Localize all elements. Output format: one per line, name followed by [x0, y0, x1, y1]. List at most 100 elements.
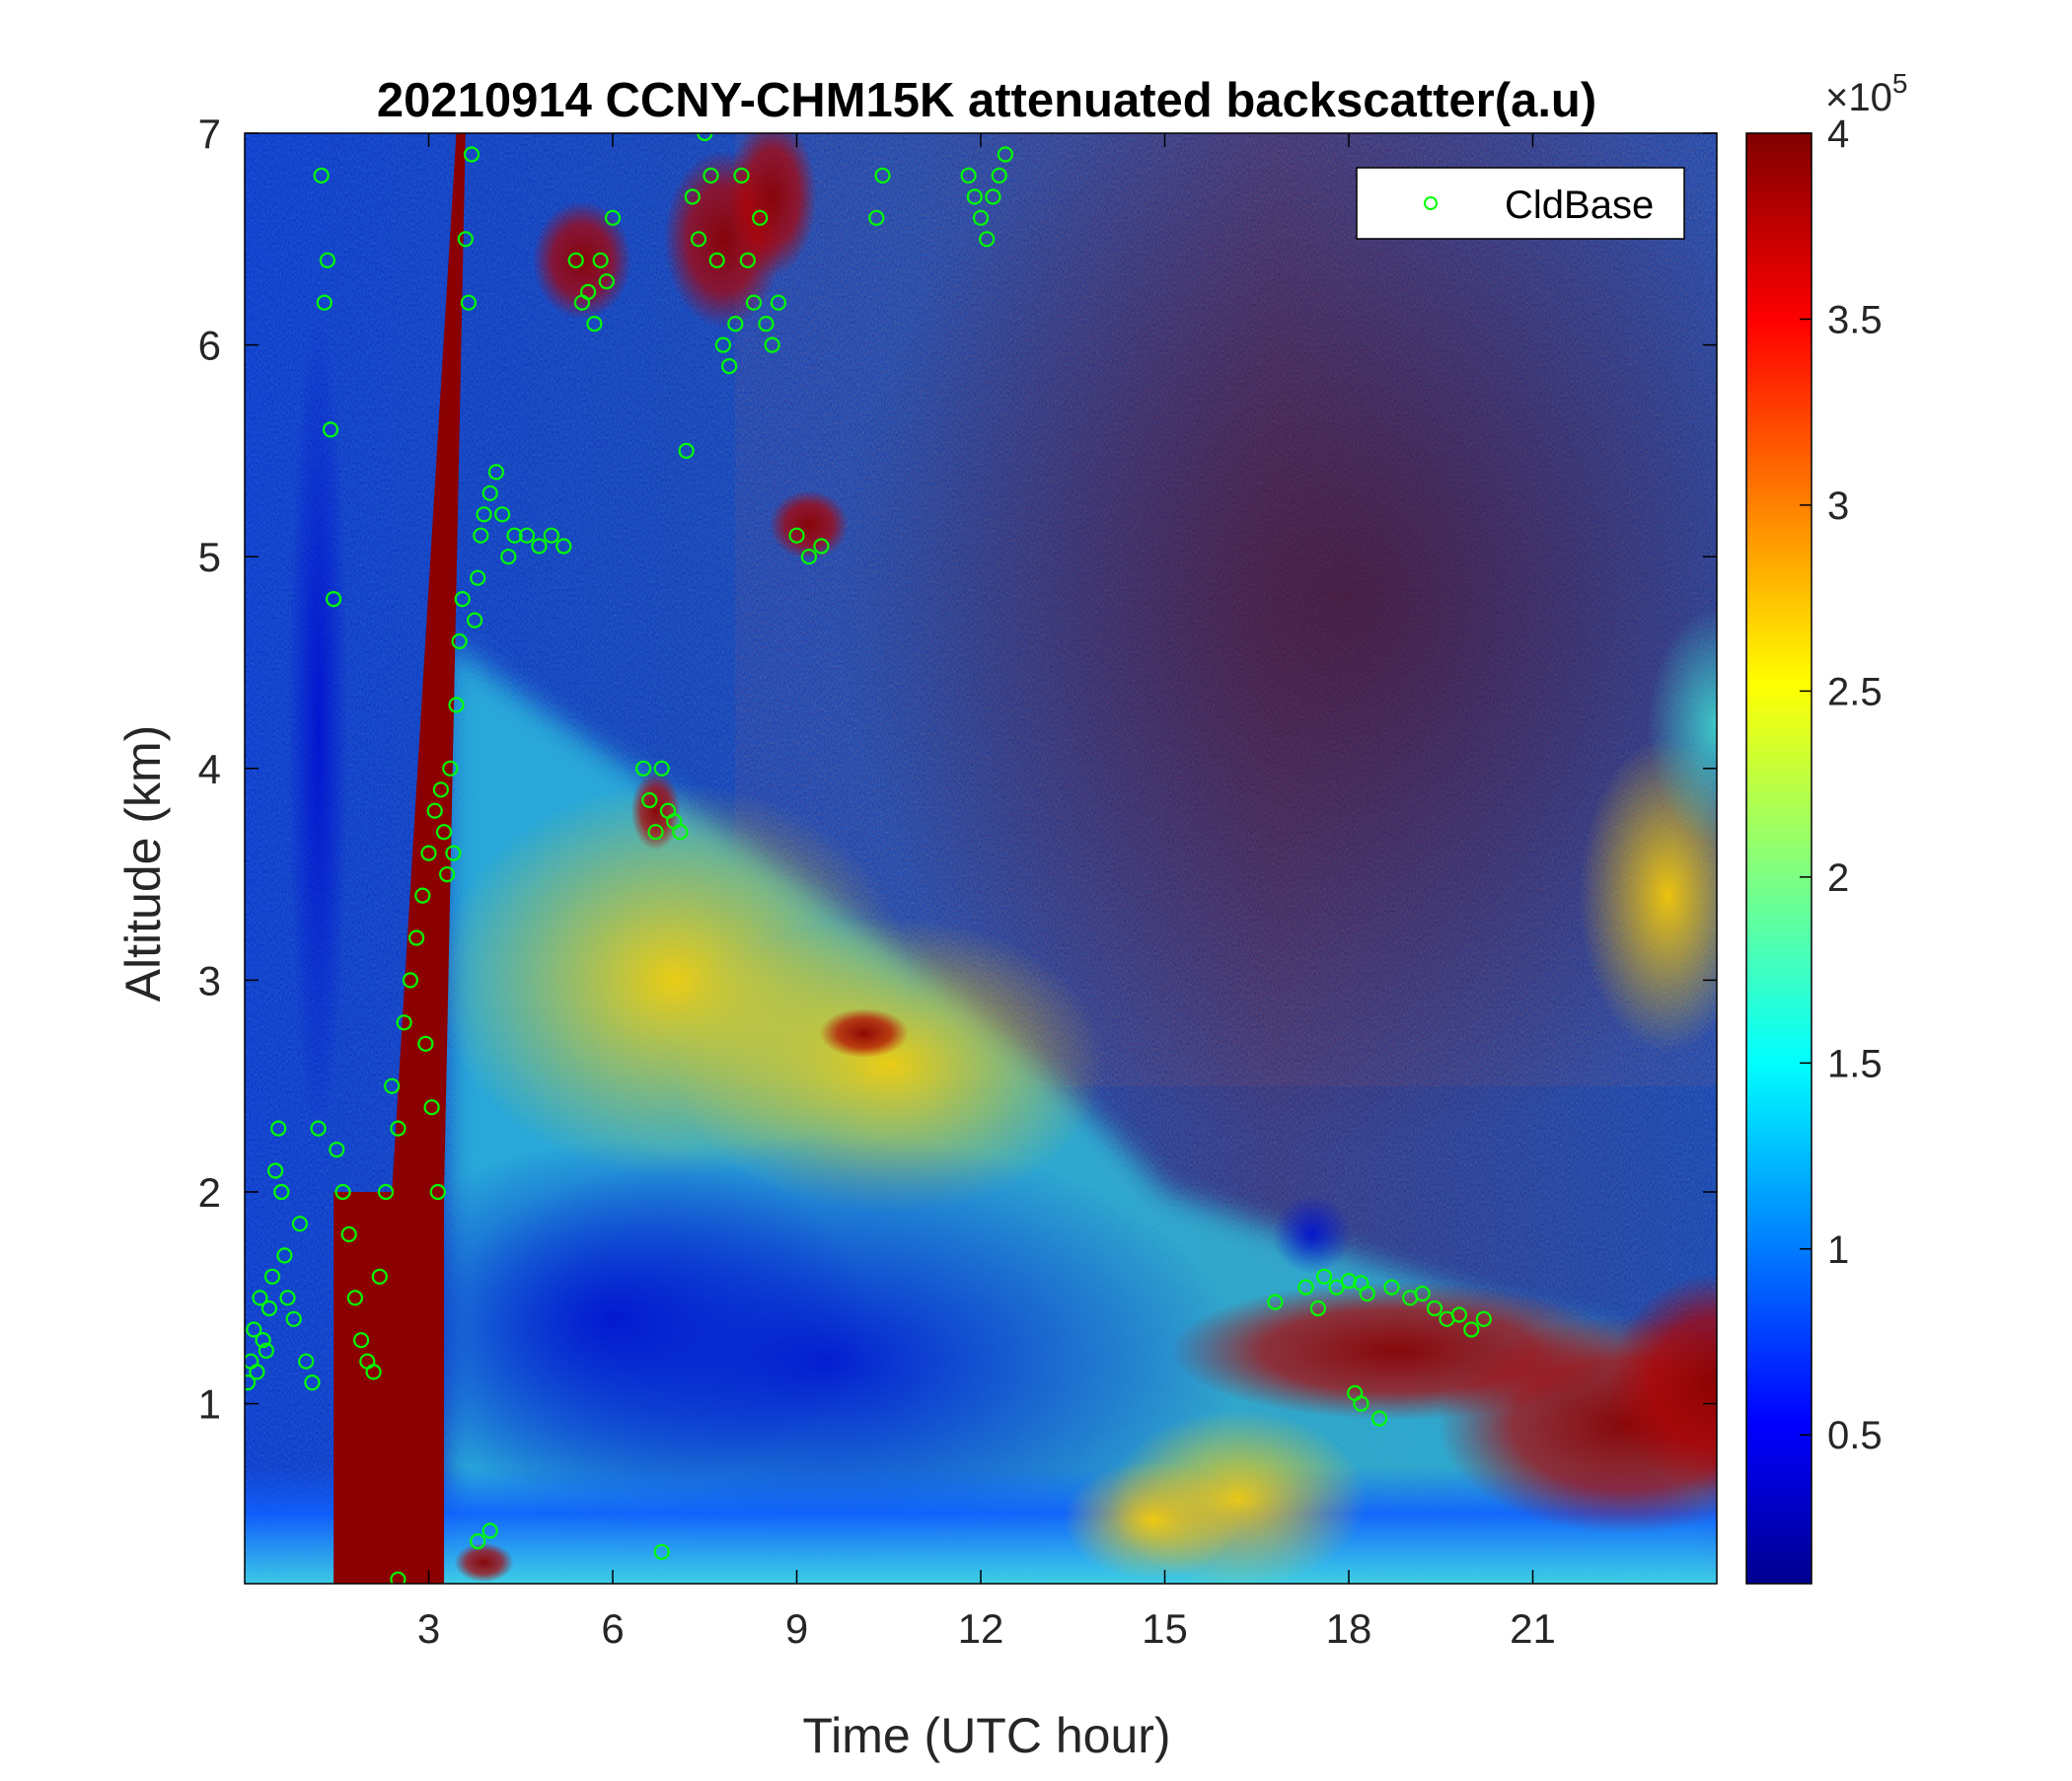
cldbase-point: [298, 1353, 315, 1370]
colorbar-exponent: 5: [1892, 68, 1908, 99]
cldbase-point: [291, 1216, 308, 1232]
cldbase-point: [384, 1077, 401, 1094]
cldbase-point: [439, 865, 456, 883]
boundary-layer-blue-2: [356, 1141, 869, 1497]
cldbase-point: [481, 484, 498, 501]
cldbase-point: [426, 802, 443, 819]
clear-gap-1: [1272, 1194, 1352, 1274]
legend-box: [1356, 167, 1685, 240]
cldbase-point: [371, 1268, 388, 1285]
cirrus-2: [727, 133, 817, 276]
colorbar-tick-label: 0.5: [1827, 1414, 1883, 1457]
cldbase-point: [997, 146, 1014, 163]
cldbase-point: [451, 632, 468, 650]
cldbase-point: [390, 1571, 407, 1584]
cldbase-point: [672, 824, 689, 841]
cldbase-point: [745, 294, 763, 311]
colorbar-tick-label: 2: [1827, 856, 1849, 900]
cldbase-point: [476, 506, 492, 523]
aerosol-cyan-right: [1648, 607, 1717, 845]
cldbase-point: [417, 1035, 434, 1052]
cldbase-point: [531, 538, 548, 555]
colorbar-tick-label: 2.5: [1827, 670, 1883, 713]
upper-dark-region: [836, 133, 1717, 1151]
cldbase-point: [1359, 1285, 1375, 1302]
cldbase-point: [1426, 1299, 1443, 1317]
cldbase-point: [442, 760, 459, 777]
legend-marker-cldbase: [1424, 196, 1438, 210]
cldbase-point: [460, 294, 477, 311]
cldbase-point: [641, 791, 658, 809]
cldbase-point: [249, 1364, 265, 1380]
cldbase-point: [245, 1374, 257, 1391]
cldbase-point: [285, 1310, 302, 1327]
cldbase-point: [429, 1183, 446, 1201]
colorbar-ticks: 0.5 1 1.5 2 2.5 3 3.5 4: [1800, 112, 1883, 1457]
y-axis-label: Altitude (km): [115, 725, 171, 1002]
cldbase-point: [255, 1332, 271, 1349]
cldbase-point: [470, 569, 486, 586]
cldbase-point: [684, 188, 701, 205]
cldbase-point: [714, 336, 732, 353]
cldbase-point: [758, 316, 775, 333]
colorbar-tick-label: 1: [1827, 1228, 1849, 1272]
cldbase-point: [481, 1522, 498, 1539]
cldbase-point: [1370, 1410, 1388, 1427]
cldbase-point: [1414, 1285, 1431, 1302]
cldbase-point: [733, 167, 750, 184]
early-blue-column: [288, 311, 348, 1141]
cldbase-point: [678, 442, 695, 459]
cldbase-point: [445, 845, 462, 861]
cldbase-point: [586, 316, 603, 333]
cldbase-point: [634, 760, 652, 777]
cldbase-point: [316, 294, 333, 311]
y-axis: 1 2 3 4 5 6 7: [198, 111, 1717, 1428]
x-tick-label: 15: [1142, 1605, 1188, 1652]
cloud-base-points: [245, 133, 1492, 1584]
cldbase-point: [592, 252, 609, 268]
cldbase-point: [346, 1290, 363, 1306]
surface-red-1: [454, 1542, 514, 1583]
y-tick-label: 4: [198, 746, 221, 792]
low-cloud-3: [1608, 1274, 1717, 1492]
cldbase-point: [435, 824, 453, 841]
cldbase-point: [697, 133, 713, 142]
cldbase-point: [788, 527, 805, 544]
y-tick-label: 6: [198, 323, 221, 369]
cldbase-point: [653, 1543, 670, 1560]
cldbase-point: [966, 188, 983, 205]
cldbase-point: [727, 316, 744, 333]
colorbar-tick-label: 3.5: [1827, 298, 1883, 341]
cldbase-point: [313, 167, 330, 184]
cldbase-point: [1267, 1294, 1284, 1310]
plot-area: [245, 133, 1717, 1584]
cldbase-point: [414, 887, 431, 904]
cldbase-point: [454, 590, 471, 608]
cldbase-point: [258, 1342, 274, 1360]
cldbase-point: [263, 1268, 281, 1285]
cldbase-point: [420, 845, 437, 861]
cldbase-point: [408, 929, 425, 946]
cldbase-point: [267, 1162, 284, 1179]
cldbase-point: [813, 538, 830, 555]
cldbase-point: [276, 1247, 293, 1264]
cldbase-point: [396, 1014, 412, 1031]
cldbase-point: [448, 697, 465, 713]
cldbase-point: [653, 760, 670, 777]
cldbase-point: [252, 1290, 268, 1306]
cldbase-point: [703, 167, 719, 184]
cldbase-point: [487, 464, 504, 481]
rain-column-low: [333, 1191, 445, 1584]
cldbase-point: [470, 1532, 486, 1550]
cldbase-point: [567, 252, 584, 268]
cldbase-point: [1315, 1268, 1333, 1285]
chart-title: 20210914 CCNY-CHM15K attenuated backscat…: [377, 74, 1596, 127]
cldbase-point: [423, 1099, 440, 1116]
cldbase-point: [365, 1364, 382, 1380]
cldbase-point: [764, 336, 780, 353]
x-axis-label: Time (UTC hour): [802, 1708, 1170, 1763]
cldbase-point: [260, 1299, 277, 1317]
y-tick-label: 7: [198, 111, 221, 157]
cldbase-point: [390, 1120, 407, 1137]
